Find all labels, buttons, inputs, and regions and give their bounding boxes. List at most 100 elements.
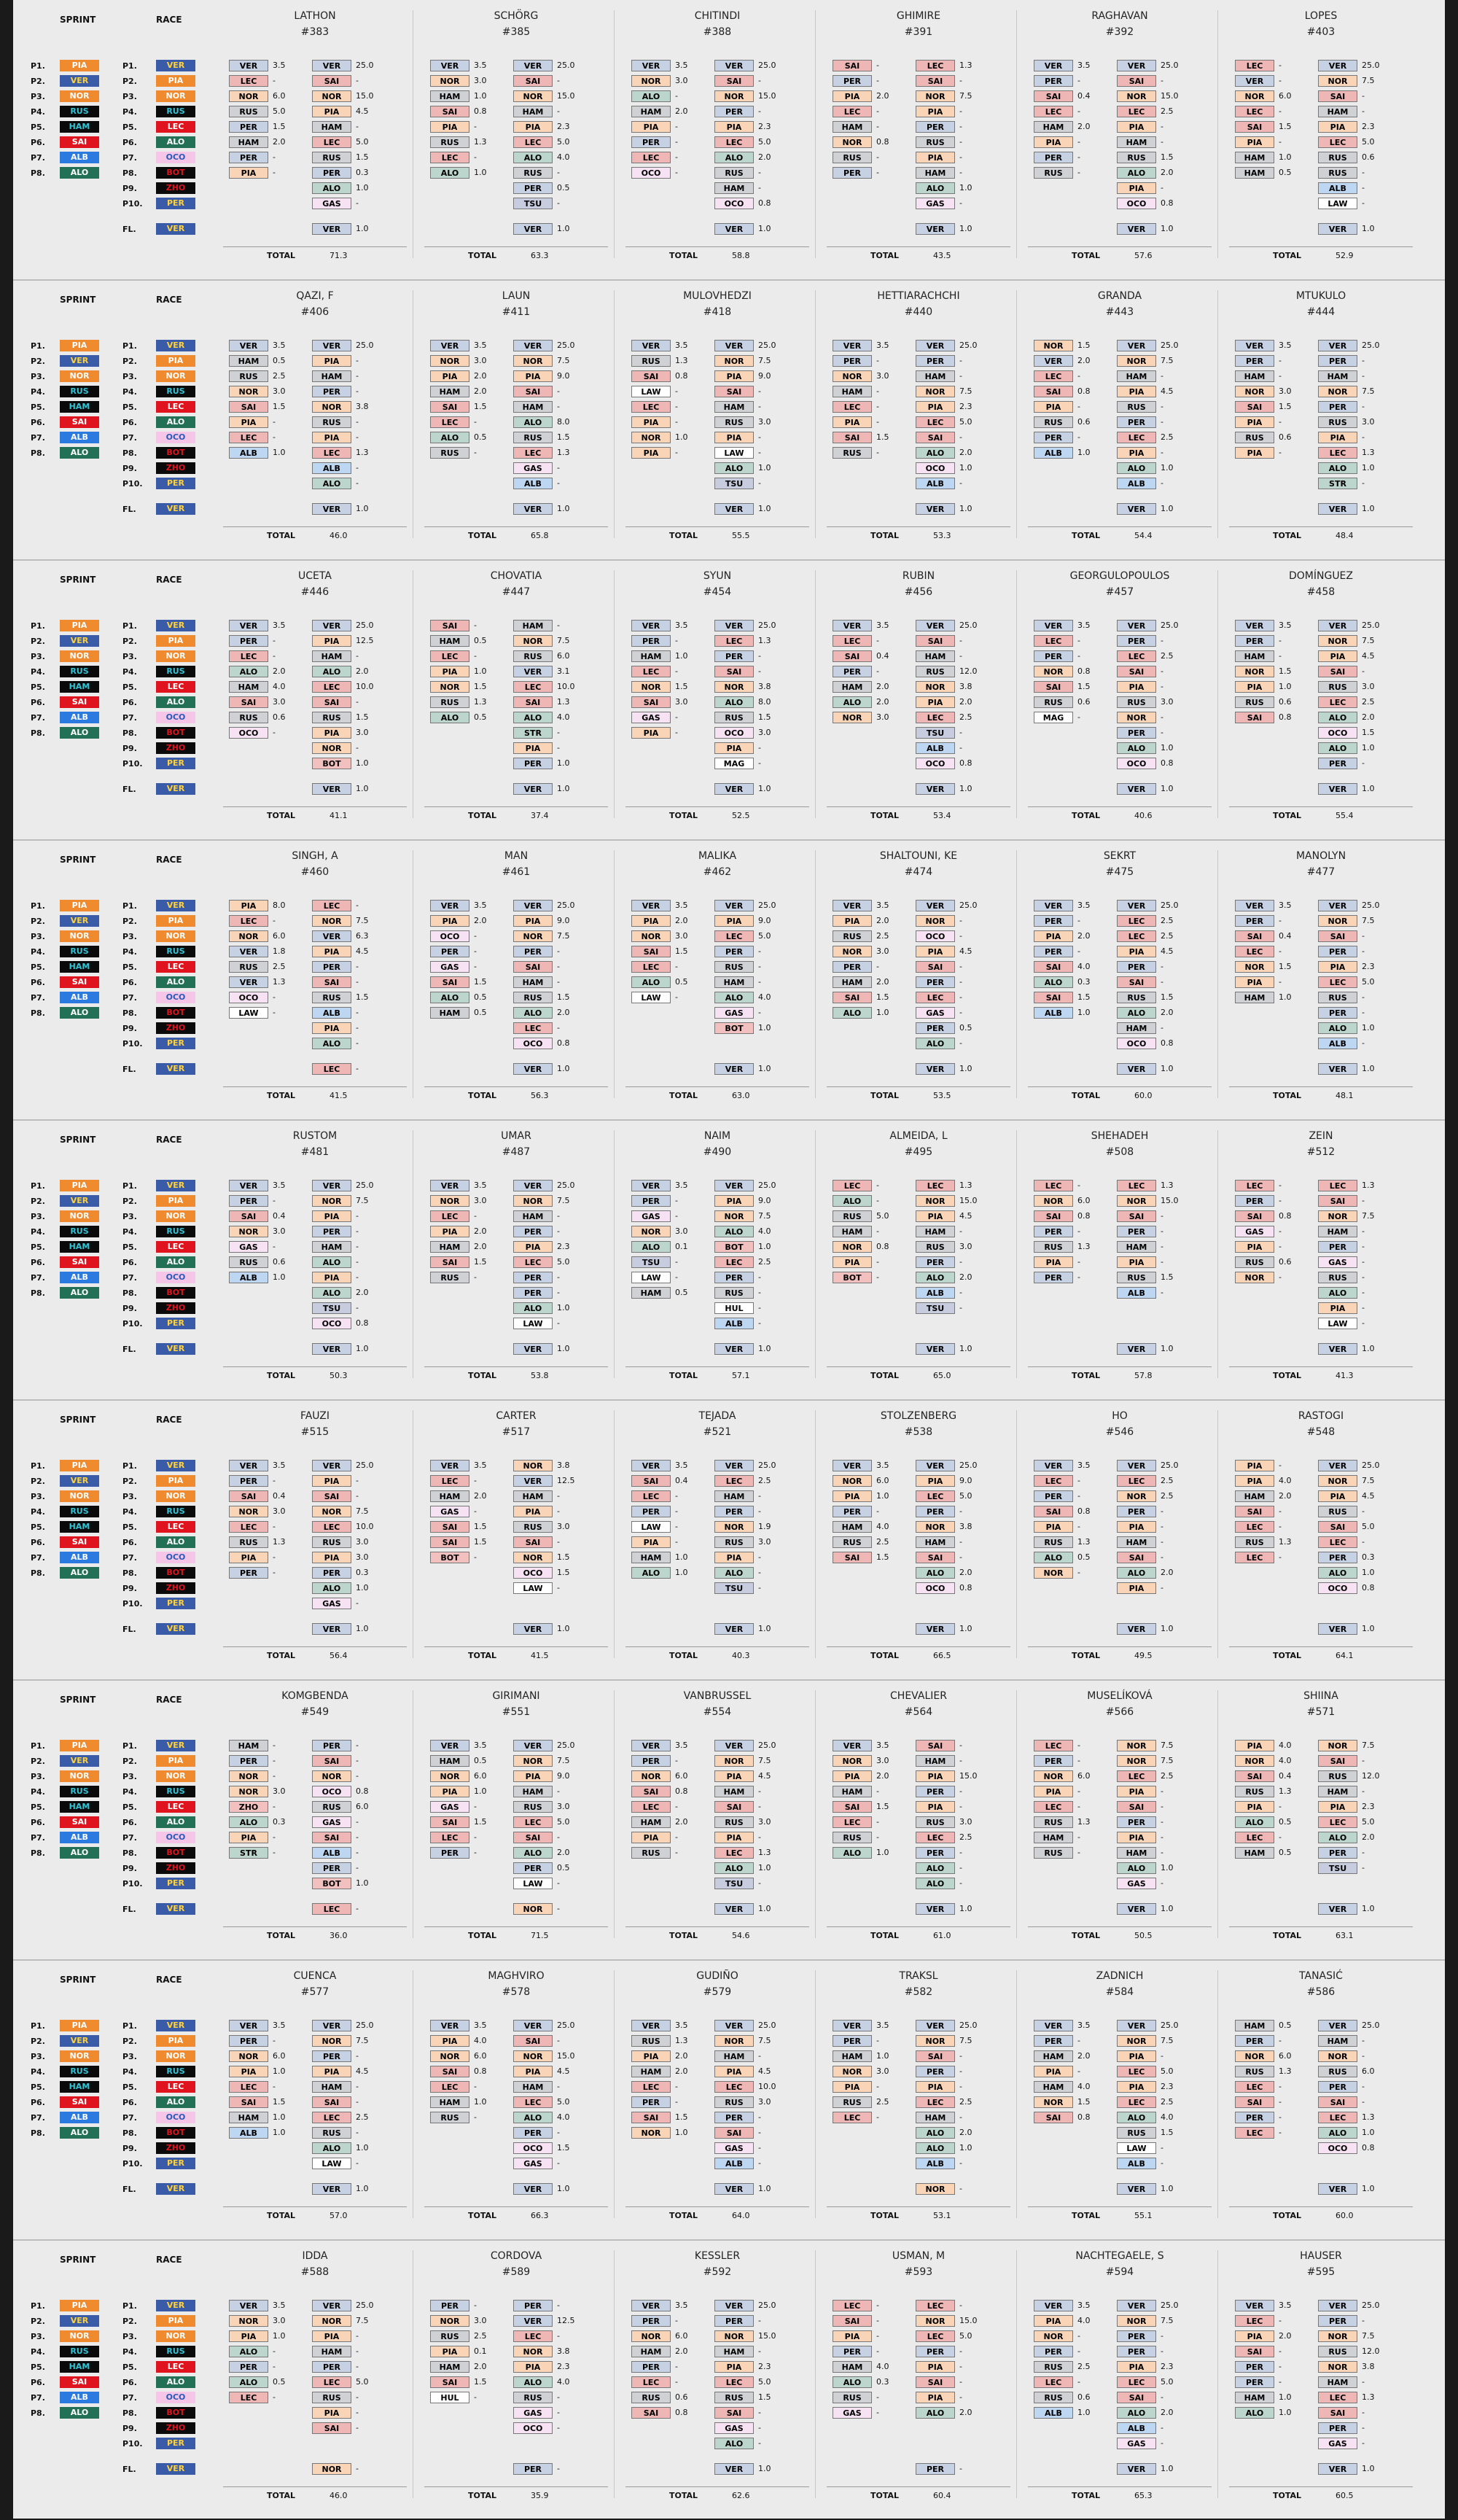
sprint-pick-cell: VER (229, 2020, 268, 2031)
fastest-lap-pick-cell: PER (513, 2463, 553, 2475)
fastest-lap-pick-cell: VER (916, 503, 955, 515)
race-pick-cell: TSU (714, 478, 754, 489)
player-column: TANASIĆ #586 HAM 0.5 PER - NOR 6.0 RUS 1.3 LEC - SAI… (1222, 1960, 1420, 2240)
race-pick-cell: GAS (1117, 1878, 1156, 1889)
sprint-position-label: P8. (31, 2128, 45, 2138)
race-pick-cell: OCO (312, 1786, 351, 1797)
race-points: 7.5 (959, 2036, 972, 2045)
sprint-result-badge: ALO (60, 447, 99, 459)
sprint-pick-cell: HAM (631, 106, 671, 117)
player-name: GUDIÑO (696, 1970, 738, 1982)
player-column: GEORGULOPOULOS #457 VER 3.5 LEC - PER - NOR 0.8 SA… (1021, 560, 1219, 840)
race-result-badge: BOT (156, 1287, 195, 1299)
race-pick-cell: RUS (916, 1241, 955, 1253)
sprint-pick-cell: LEC (430, 2081, 469, 2093)
race-pick-cell: PIA (1318, 1302, 1357, 1314)
race-pick-cell: RUS (1117, 2127, 1156, 2139)
race-pick-cell: VER (513, 2315, 553, 2327)
fastest-lap-pick-cell: VER (714, 1623, 754, 1635)
race-result-badge: ALO (156, 1256, 195, 1268)
race-points: 2.3 (1161, 2362, 1174, 2371)
sprint-pick-cell: HAM (1235, 2392, 1274, 2403)
race-points: 6.0 (557, 651, 570, 661)
race-points: - (1362, 432, 1365, 442)
sprint-position-label: P4. (31, 2067, 45, 2077)
sprint-pick-cell: PER (1034, 2035, 1073, 2047)
race-pick-cell: RUS (312, 152, 351, 163)
sprint-points: - (876, 152, 879, 162)
sprint-pick-cell: SAI (1034, 992, 1073, 1003)
sprint-pick-cell: ALO (833, 2376, 872, 2388)
race-pick-cell: LEC (513, 2096, 553, 2108)
race-pick-cell: NOR (513, 1460, 553, 1471)
column-divider (614, 1970, 615, 2218)
fastest-lap-points: - (557, 1904, 560, 1913)
race-pick-cell: LEC (513, 1022, 553, 1034)
sprint-points: 3.5 (474, 341, 487, 350)
sprint-points: - (876, 2346, 879, 2356)
race-points: - (1161, 2346, 1163, 2356)
race-points: 25.0 (557, 1181, 575, 1190)
sprint-points: - (273, 1756, 276, 1765)
race-points: - (557, 962, 560, 971)
race-pick-cell: PIA (714, 742, 754, 754)
sprint-pick-cell: RUS (1034, 416, 1073, 428)
sprint-points: 2.0 (675, 2346, 688, 2356)
sprint-points: - (675, 1211, 678, 1221)
race-points: - (356, 2097, 359, 2107)
race-position-label: P1. (122, 2021, 137, 2031)
race-points: 3.0 (758, 1817, 771, 1827)
player-column: USMAN, M #593 LEC - SAI - PIA - PER - HAM 4.0 ALO 0.3… (819, 2240, 1018, 2520)
sprint-points: - (474, 2392, 477, 2402)
race-pick-cell: OCO (513, 2422, 553, 2434)
sprint-pick-cell: LEC (430, 1475, 469, 1487)
sprint-pick-cell: PIA (1034, 930, 1073, 942)
race-pick-cell: PER (916, 1847, 955, 1859)
fastest-lap-pick-cell: VER (513, 503, 553, 515)
race-pick-cell: OCO (1117, 1038, 1156, 1049)
race-points: - (1362, 198, 1365, 208)
total-underline (424, 1646, 608, 1647)
player-name: FAUZI (300, 1410, 330, 1422)
sprint-points: - (876, 61, 879, 70)
player-number: #391 (904, 26, 933, 38)
race-header: RACE (156, 1415, 182, 1425)
player-number: #443 (1105, 306, 1134, 318)
fastest-lap-points: 1.0 (557, 2184, 570, 2193)
sprint-pick-cell: LEC (1235, 2127, 1274, 2139)
total-underline (1229, 1366, 1413, 1367)
player-column: UMAR #487 VER 3.5 NOR 3.0 LEC - PIA 2.0 HAM 2.0 SAI 1… (417, 1120, 615, 1400)
race-points: - (1362, 1196, 1365, 1205)
total-value: 41.3 (1336, 1371, 1354, 1380)
race-pick-cell: HAM (1318, 1226, 1357, 1237)
race-pick-cell: PER (312, 2361, 351, 2373)
sprint-points: 3.5 (876, 1461, 889, 1470)
race-points: - (557, 2128, 560, 2137)
sprint-points: 2.0 (876, 697, 889, 707)
race-header: RACE (156, 855, 182, 865)
race-pick-cell: TSU (714, 1878, 754, 1889)
sprint-pick-cell: LEC (1235, 946, 1274, 957)
sprint-pick-cell: PER (833, 1506, 872, 1517)
sprint-points: 2.5 (876, 1537, 889, 1547)
fastest-lap-pick-cell: VER (714, 783, 754, 795)
total-label: TOTAL (1273, 1651, 1302, 1660)
race-points: 3.0 (557, 1522, 570, 1531)
race-points: 4.0 (1161, 2112, 1174, 2122)
player-number: #538 (904, 1426, 933, 1438)
race-points: - (758, 1552, 761, 1562)
race-pick-cell: ALO (513, 2112, 553, 2123)
player-column: SHEHADEH #508 LEC - NOR 6.0 SAI 0.8 PER - RUS 1.3 PI… (1021, 1120, 1219, 1400)
player-number: #477 (1306, 866, 1336, 878)
player-number: #589 (502, 2266, 531, 2278)
race-pick-cell: ALO (513, 416, 553, 428)
race-points: 7.5 (356, 2036, 369, 2045)
race-points: 7.5 (557, 1756, 570, 1765)
sprint-points: - (273, 916, 276, 925)
race-points: - (1161, 2438, 1163, 2448)
race-points: 1.0 (758, 1863, 771, 1872)
results-block: SPRINT RACE P1. P2. P3. P4. P5. P6. P7. P8. P1. P2.… (13, 1400, 1445, 1680)
total-underline (223, 526, 407, 527)
race-pick-cell: SAI (312, 2096, 351, 2108)
sprint-pick-cell: VER (229, 1180, 268, 1191)
